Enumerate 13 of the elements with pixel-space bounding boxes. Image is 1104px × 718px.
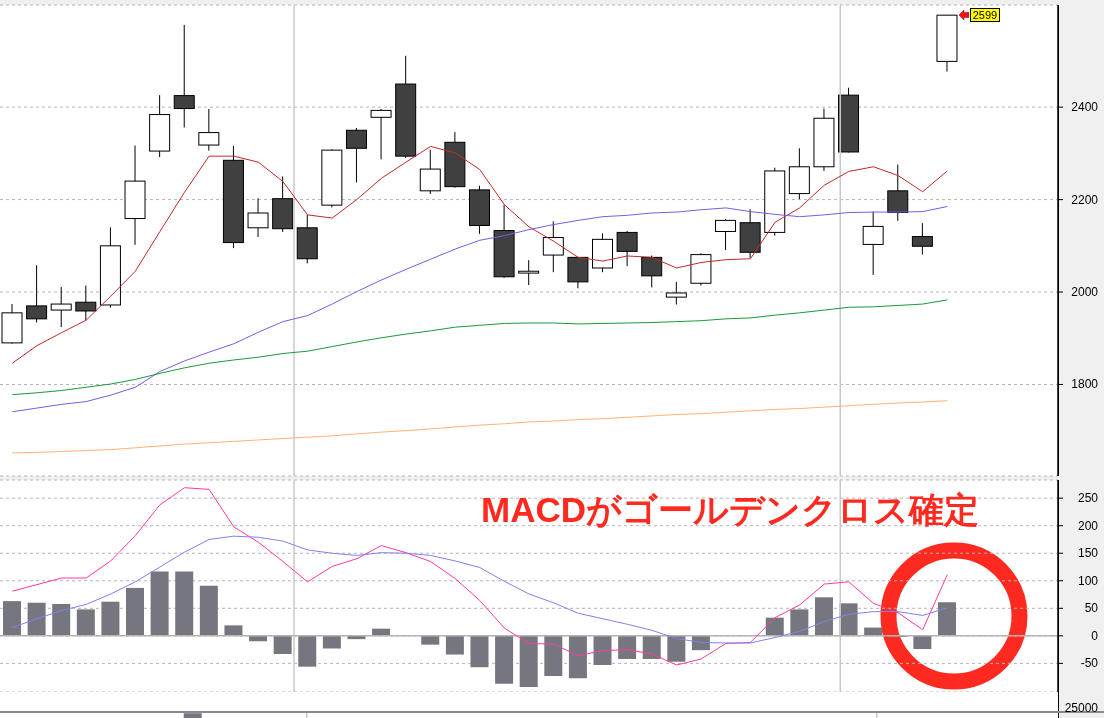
y-tick-label: 250 (1077, 491, 1099, 506)
y-tick-label: 0 (1091, 628, 1099, 643)
y-tick-label: 2000 (1071, 285, 1099, 300)
y-tick-label: 200 (1077, 518, 1099, 533)
y-tick-label: 100 (1077, 573, 1099, 588)
annotation: MACDがゴールデンクロス確定 (481, 490, 979, 530)
y-tick-label: 2200 (1071, 192, 1099, 207)
text: 25000 (1063, 701, 1098, 715)
y-tick-label: 2400 (1071, 100, 1099, 115)
y-tick-label: 1800 (1071, 377, 1099, 392)
y-tick-label: 150 (1077, 546, 1099, 561)
y-tick-label: -50 (1080, 656, 1099, 671)
y-tick-label: 50 (1084, 601, 1099, 616)
